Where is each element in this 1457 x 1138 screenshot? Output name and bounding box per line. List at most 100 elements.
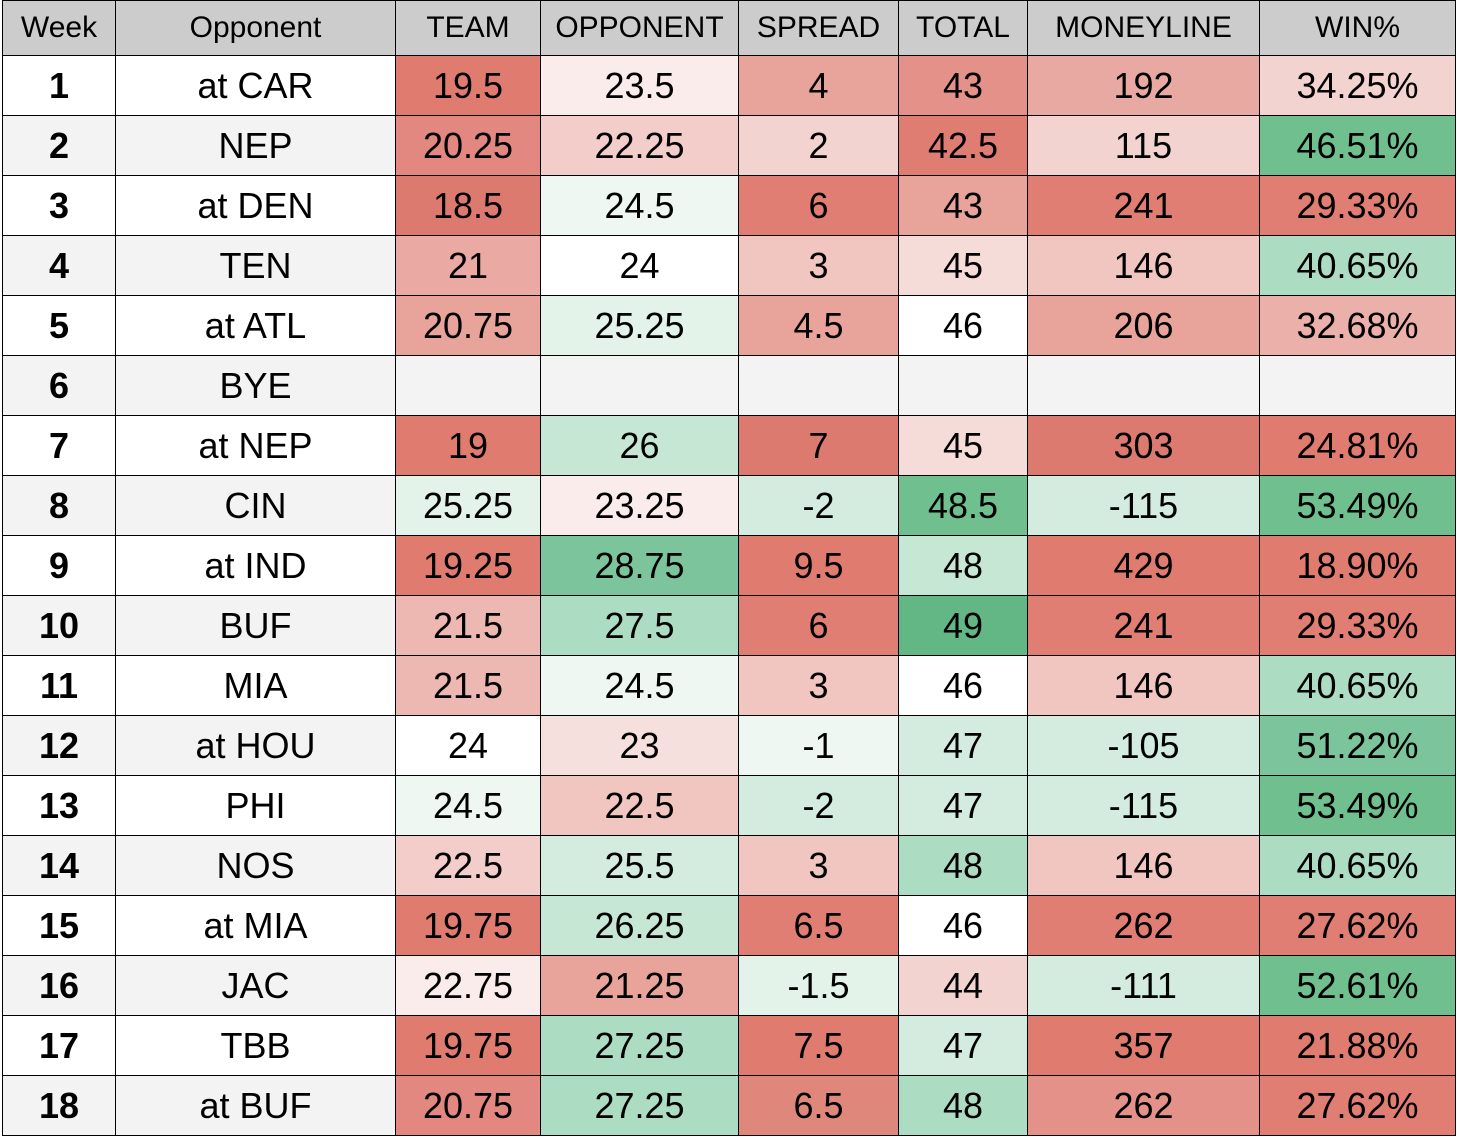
- value-cell: 19: [395, 415, 541, 476]
- value-cell: 7.5: [738, 1015, 899, 1076]
- value-cell: 21.25: [540, 955, 739, 1016]
- value-cell: 29.33%: [1259, 595, 1456, 656]
- column-header: MONEYLINE: [1027, 0, 1260, 56]
- opponent-cell: NOS: [115, 835, 396, 896]
- opponent-cell: CIN: [115, 475, 396, 536]
- value-cell: 21: [395, 235, 541, 296]
- value-cell: 48.5: [898, 475, 1028, 536]
- value-cell: 27.25: [540, 1015, 739, 1076]
- opponent-cell: NEP: [115, 115, 396, 176]
- value-cell: 48: [898, 835, 1028, 896]
- value-cell: [1259, 355, 1456, 416]
- value-cell: 22.5: [395, 835, 541, 896]
- opponent-cell: TBB: [115, 1015, 396, 1076]
- value-cell: 24.5: [540, 175, 739, 236]
- value-cell: 28.75: [540, 535, 739, 596]
- opponent-cell: at NEP: [115, 415, 396, 476]
- value-cell: -2: [738, 475, 899, 536]
- value-cell: 3: [738, 235, 899, 296]
- value-cell: -115: [1027, 775, 1260, 836]
- value-cell: 53.49%: [1259, 475, 1456, 536]
- value-cell: 46: [898, 295, 1028, 356]
- week-cell: 18: [2, 1075, 116, 1136]
- value-cell: 40.65%: [1259, 235, 1456, 296]
- opponent-cell: at IND: [115, 535, 396, 596]
- value-cell: 24.5: [540, 655, 739, 716]
- value-cell: 42.5: [898, 115, 1028, 176]
- value-cell: 146: [1027, 655, 1260, 716]
- value-cell: -111: [1027, 955, 1260, 1016]
- value-cell: -1: [738, 715, 899, 776]
- value-cell: 19.75: [395, 1015, 541, 1076]
- column-header: SPREAD: [738, 0, 899, 56]
- value-cell: 53.49%: [1259, 775, 1456, 836]
- value-cell: 47: [898, 1015, 1028, 1076]
- value-cell: 34.25%: [1259, 55, 1456, 116]
- value-cell: [395, 355, 541, 416]
- opponent-cell: at MIA: [115, 895, 396, 956]
- week-cell: 17: [2, 1015, 116, 1076]
- value-cell: 4.5: [738, 295, 899, 356]
- week-cell: 13: [2, 775, 116, 836]
- value-cell: 24.5: [395, 775, 541, 836]
- value-cell: -115: [1027, 475, 1260, 536]
- value-cell: 20.25: [395, 115, 541, 176]
- value-cell: 23.5: [540, 55, 739, 116]
- value-cell: 4: [738, 55, 899, 116]
- value-cell: 20.75: [395, 1075, 541, 1136]
- value-cell: 22.25: [540, 115, 739, 176]
- opponent-cell: BYE: [115, 355, 396, 416]
- value-cell: 19.25: [395, 535, 541, 596]
- value-cell: 21.5: [395, 655, 541, 716]
- opponent-cell: at DEN: [115, 175, 396, 236]
- value-cell: 52.61%: [1259, 955, 1456, 1016]
- week-cell: 2: [2, 115, 116, 176]
- column-header: OPPONENT: [540, 0, 739, 56]
- value-cell: 51.22%: [1259, 715, 1456, 776]
- week-cell: 8: [2, 475, 116, 536]
- value-cell: 6: [738, 595, 899, 656]
- value-cell: 47: [898, 775, 1028, 836]
- opponent-cell: at CAR: [115, 55, 396, 116]
- value-cell: 6.5: [738, 1075, 899, 1136]
- value-cell: 429: [1027, 535, 1260, 596]
- value-cell: 19.75: [395, 895, 541, 956]
- value-cell: 3: [738, 835, 899, 896]
- week-cell: 10: [2, 595, 116, 656]
- value-cell: 25.5: [540, 835, 739, 896]
- value-cell: 45: [898, 235, 1028, 296]
- value-cell: -105: [1027, 715, 1260, 776]
- value-cell: 46: [898, 655, 1028, 716]
- value-cell: 262: [1027, 1075, 1260, 1136]
- value-cell: 146: [1027, 835, 1260, 896]
- opponent-cell: MIA: [115, 655, 396, 716]
- value-cell: 146: [1027, 235, 1260, 296]
- value-cell: 206: [1027, 295, 1260, 356]
- week-cell: 14: [2, 835, 116, 896]
- value-cell: 32.68%: [1259, 295, 1456, 356]
- column-header: TEAM: [395, 0, 541, 56]
- value-cell: 43: [898, 175, 1028, 236]
- opponent-cell: at HOU: [115, 715, 396, 776]
- value-cell: 23.25: [540, 475, 739, 536]
- week-cell: 6: [2, 355, 116, 416]
- value-cell: 27.62%: [1259, 1075, 1456, 1136]
- week-cell: 3: [2, 175, 116, 236]
- opponent-cell: PHI: [115, 775, 396, 836]
- value-cell: 2: [738, 115, 899, 176]
- value-cell: 26: [540, 415, 739, 476]
- week-cell: 4: [2, 235, 116, 296]
- value-cell: 27.25: [540, 1075, 739, 1136]
- value-cell: 7: [738, 415, 899, 476]
- value-cell: 48: [898, 535, 1028, 596]
- value-cell: 40.65%: [1259, 835, 1456, 896]
- value-cell: 22.75: [395, 955, 541, 1016]
- week-cell: 15: [2, 895, 116, 956]
- week-cell: 9: [2, 535, 116, 596]
- week-cell: 12: [2, 715, 116, 776]
- value-cell: 43: [898, 55, 1028, 116]
- column-header: Opponent: [115, 0, 396, 56]
- value-cell: -1.5: [738, 955, 899, 1016]
- value-cell: 6: [738, 175, 899, 236]
